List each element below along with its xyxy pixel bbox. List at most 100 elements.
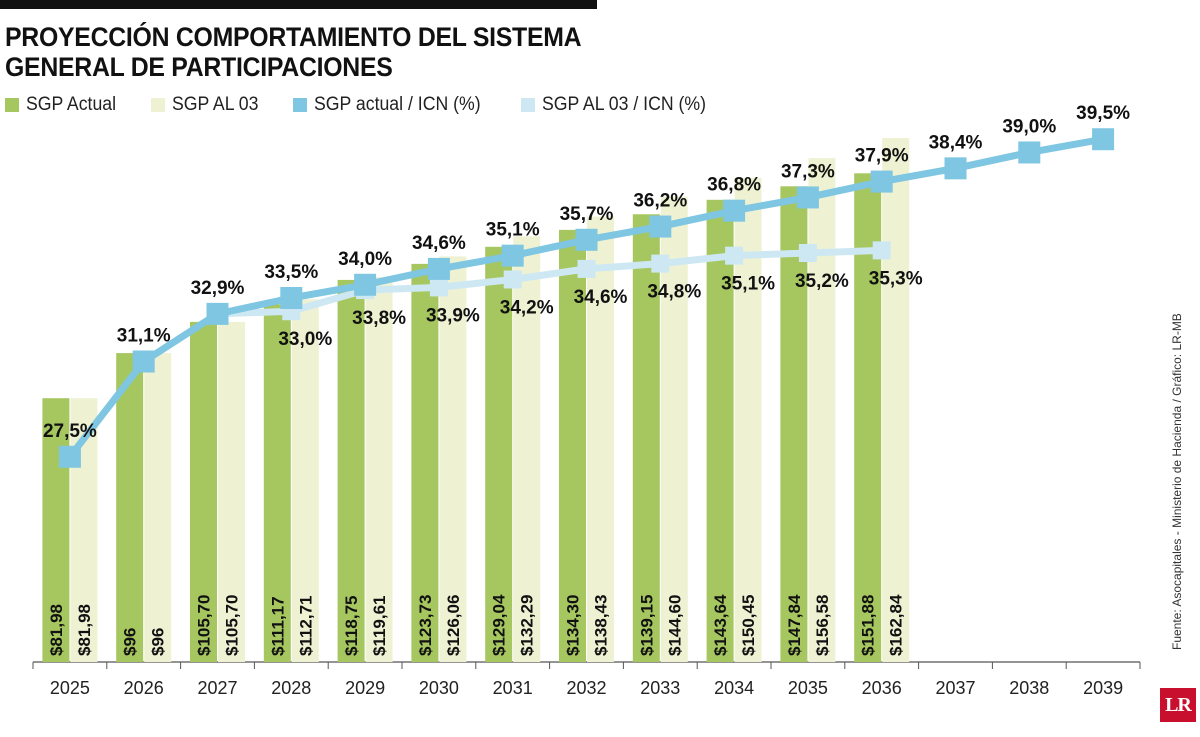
bar-sgp-actual [632,214,660,662]
bar-sgp-actual [559,229,586,662]
bar-value-label: $112,71 [296,595,315,656]
line-value-label: 36,2% [633,191,687,212]
line-value-label: 33,9% [426,305,480,326]
bar-sgp-al-03 [660,196,688,662]
line-value-label: 27,5% [43,421,97,442]
bar-sgp-al-03 [513,236,541,662]
line-marker-sgp-al-03-icn [503,270,522,289]
bar-value-label: $96 [121,628,140,656]
legend-swatch-sgp-actual [5,98,19,112]
line-value-label: 34,6% [574,287,628,308]
line-marker-sgp-actual-icn [132,350,155,373]
line-value-label: 39,5% [1076,103,1130,124]
bar-value-label: $123,73 [416,595,435,656]
bar-sgp-al-03 [882,138,910,663]
line-marker-sgp-actual-icn [427,257,450,280]
bar-value-label: $143,64 [711,594,730,656]
bar-sgp-al-03 [218,321,245,662]
legend-item-sgp-actual: SGP Actual [5,94,123,116]
line-value-label: 34,6% [412,233,466,254]
line-marker-sgp-actual-icn [870,170,893,193]
x-tick-label: 2030 [419,678,459,698]
bar-value-label: $150,45 [739,595,758,656]
x-tick-label: 2037 [935,678,975,698]
line-marker-sgp-actual-icn [1018,141,1041,164]
bar-sgp-actual [337,279,365,662]
legend-swatch-sgp-actual-icn [292,98,307,112]
bar-sgp-al-03 [291,299,319,662]
x-tick-label: 2025 [50,678,90,698]
line-sgp-al-03-icn [217,246,882,318]
bar-sgp-actual [780,186,808,663]
line-value-label: 35,7% [560,204,614,225]
x-tick-label: 2034 [714,678,754,698]
line-value-label: 32,9% [191,278,245,299]
legend-item-sgp-al-03-icn: SGP AL 03 / ICN (%) [520,94,718,116]
bar-value-label: $81,98 [75,604,94,656]
line-value-label: 33,8% [352,308,406,329]
line-marker-sgp-al-03-icn [577,259,596,278]
bar-sgp-al-03 [365,277,393,662]
bar-value-label: $119,61 [370,595,389,656]
bar-sgp-al-03 [808,158,836,662]
chart-title: PROYECCIÓN COMPORTAMIENTO DEL SISTEMA GE… [5,22,582,82]
bar-value-label: $156,58 [813,595,832,656]
bar-sgp-al-03 [587,216,614,662]
bar-sgp-actual [706,199,734,662]
bar-value-label: $105,70 [223,595,242,656]
legend-label: SGP Actual [26,94,117,115]
x-tick-label: 2039 [1083,678,1123,698]
line-value-label: 34,2% [500,297,554,318]
source-note: Fuente: Asocapitales - Ministerio de Hac… [1170,313,1184,650]
line-marker-sgp-actual-icn [944,157,967,180]
line-marker-sgp-actual-icn [58,445,81,468]
bar-sgp-al-03 [439,256,467,662]
line-marker-sgp-actual-icn [280,287,303,309]
line-value-label: 35,2% [795,271,849,292]
line-marker-sgp-actual-icn [649,215,672,238]
line-value-label: 34,0% [338,249,392,270]
line-marker-sgp-al-03-icn [651,254,670,273]
x-tick-label: 2028 [271,678,311,698]
line-marker-sgp-al-03-icn [429,278,448,297]
bar-value-label: $96 [149,628,168,656]
x-tick-label: 2032 [566,678,606,698]
bar-value-label: $162,84 [887,594,906,656]
line-value-label: 37,9% [855,146,909,167]
x-tick-label: 2035 [788,678,828,698]
x-tick-label: 2029 [345,678,385,698]
bar-value-label: $151,88 [859,595,878,656]
chart-title-line-1: PROYECCIÓN COMPORTAMIENTO DEL SISTEMA [5,22,582,52]
bar-sgp-actual [42,398,70,662]
legend-label: SGP AL 03 / ICN (%) [541,94,706,115]
line-marker-sgp-actual-icn [206,302,229,325]
bar-sgp-actual [263,304,291,662]
line-value-label: 33,5% [264,262,318,283]
bar-value-label: $105,70 [195,595,214,656]
bar-value-label: $81,98 [47,604,66,656]
lr-logo: LR [1160,688,1196,722]
x-tick-label: 2031 [493,678,533,698]
legend-label: SGP AL 03 [171,94,259,115]
bar-value-label: $132,29 [518,595,537,656]
bar-value-label: $111,17 [268,596,287,656]
x-tick-label: 2026 [124,678,164,698]
line-marker-sgp-actual-icn [1092,128,1115,151]
line-value-label: 34,8% [647,282,701,303]
line-value-label: 31,1% [117,326,171,347]
bar-sgp-actual [485,246,513,662]
line-marker-sgp-actual-icn [501,244,524,267]
bar-value-label: $118,75 [342,595,361,656]
bar-value-label: $144,60 [665,595,684,656]
line-marker-sgp-al-03-icn [725,246,744,265]
x-tick-label: 2036 [862,678,902,698]
bar-value-label: $129,04 [490,594,509,656]
line-value-label: 37,3% [781,161,835,182]
line-value-label: 36,8% [707,175,761,196]
bar-value-label: $138,43 [592,595,611,656]
bar-sgp-actual [116,353,144,662]
legend-swatch-sgp-al-03-icn [520,98,535,112]
line-marker-sgp-al-03-icn [872,241,891,260]
line-value-label: 35,1% [721,274,775,295]
